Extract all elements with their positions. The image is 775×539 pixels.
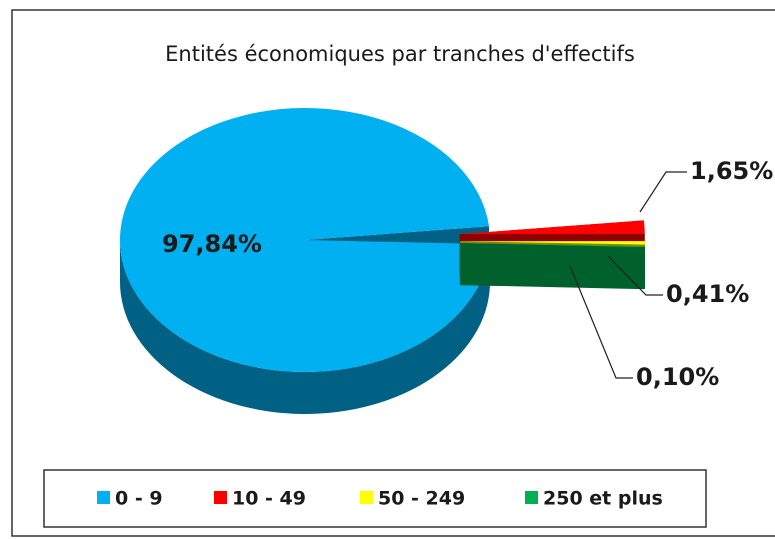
chart-title: Entités économiques par tranches d'effec… (165, 42, 635, 66)
data-label: 1,65% (690, 157, 773, 185)
pie-slice (459, 243, 645, 248)
legend-label: 250 et plus (543, 488, 663, 510)
pie-slice (459, 220, 645, 235)
legend-swatch (214, 491, 227, 504)
leader-line (569, 265, 633, 379)
pie-slice-side (459, 243, 645, 290)
data-label: 0,41% (666, 280, 749, 308)
legend-swatch (360, 491, 373, 504)
legend-box (43, 469, 707, 528)
data-label: 0,10% (636, 363, 719, 391)
legend-swatch (525, 491, 538, 504)
data-label: 97,84% (162, 230, 262, 258)
pie-slice (119, 107, 490, 372)
legend-label: 50 - 249 (378, 488, 465, 510)
legend-label: 10 - 49 (232, 488, 306, 510)
legend-swatch (97, 491, 110, 504)
leader-line (607, 255, 663, 296)
legend-label: 0 - 9 (115, 488, 163, 510)
pie-slice (459, 241, 645, 245)
leader-line (639, 171, 687, 213)
pie-slice-wall (120, 240, 490, 414)
